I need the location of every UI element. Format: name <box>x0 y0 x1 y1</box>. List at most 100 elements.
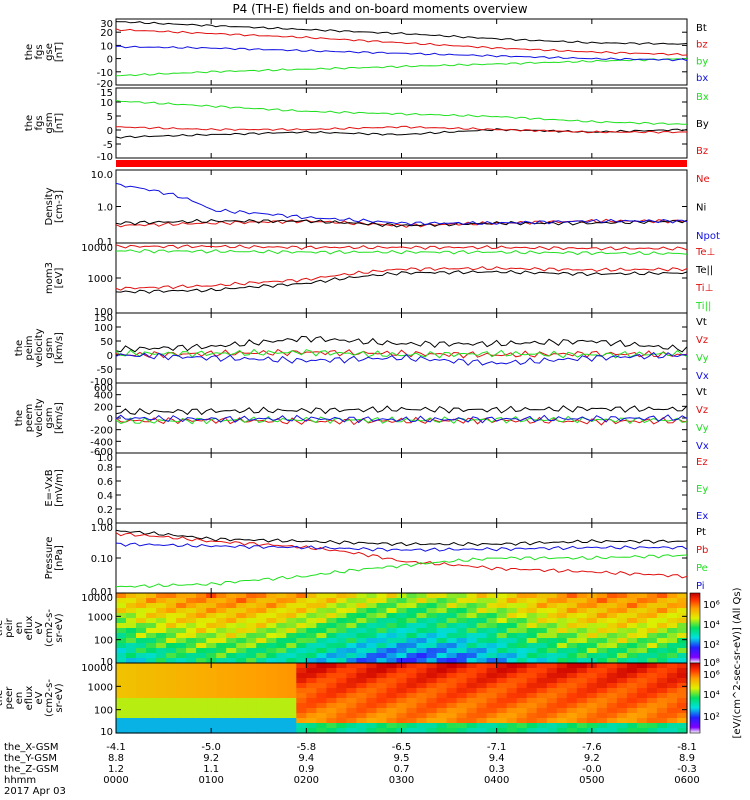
heatmap-cell <box>306 633 317 639</box>
heatmap-cell <box>616 693 628 699</box>
y-axis-label-line: the <box>0 620 5 636</box>
heatmap-cell <box>566 643 578 649</box>
heatmap-cell <box>386 613 398 619</box>
heatmap-cell <box>506 708 518 714</box>
heatmap-cell <box>376 688 388 694</box>
heatmap-cell <box>196 663 207 669</box>
heatmap-cell <box>386 593 398 599</box>
series-line-Te⊥ <box>115 266 688 291</box>
heatmap-cell <box>246 718 257 724</box>
heatmap-cell <box>646 653 658 659</box>
heatmap-cell <box>416 683 428 689</box>
heatmap-cell <box>206 673 217 679</box>
heatmap-cell <box>276 623 287 629</box>
heatmap-cell <box>216 638 227 644</box>
heatmap-cell <box>466 703 478 709</box>
heatmap-cell <box>596 628 608 634</box>
heatmap-cell <box>677 623 688 629</box>
heatmap-cell <box>446 718 458 724</box>
heatmap-cell <box>396 643 408 649</box>
heatmap-cell <box>146 618 157 624</box>
heatmap-cell <box>546 708 558 714</box>
heatmap-cell <box>226 653 237 659</box>
heatmap-cell <box>326 603 337 609</box>
heatmap-cell <box>336 678 347 684</box>
heatmap-cell <box>156 703 167 709</box>
heatmap-cell <box>266 693 277 699</box>
heatmap-cell <box>667 693 678 699</box>
heatmap-cell <box>476 683 488 689</box>
y-axis-label-line: en <box>14 622 25 635</box>
heatmap-cell <box>636 633 648 639</box>
heatmap-cell <box>216 633 227 639</box>
heatmap-cell <box>256 703 267 709</box>
heatmap-cell <box>256 718 267 724</box>
heatmap-cell <box>456 633 468 639</box>
heatmap-cell <box>316 708 327 714</box>
heatmap-cell <box>196 713 207 719</box>
heatmap-cell <box>586 688 598 694</box>
panel-9: 10000100010010thepeirenefluxeV(cm2-s-sr-… <box>0 592 688 668</box>
heatmap-cell <box>386 723 398 729</box>
heatmap-cell <box>536 688 548 694</box>
y-tick-label: 15 <box>100 88 113 99</box>
heatmap-cell <box>416 693 428 699</box>
heatmap-cell <box>576 593 588 599</box>
heatmap-cell <box>456 608 468 614</box>
heatmap-cell <box>556 618 568 624</box>
heatmap-cell <box>116 703 127 709</box>
heatmap-cell <box>476 718 488 724</box>
heatmap-cell <box>276 648 287 654</box>
heatmap-cell <box>606 603 618 609</box>
heatmap-cell <box>176 643 187 649</box>
legend-entry: Ne <box>696 174 710 185</box>
heatmap-cell <box>166 658 177 664</box>
heatmap-cell <box>306 598 317 604</box>
heatmap-cell <box>516 623 528 629</box>
heatmap-cell <box>326 648 337 654</box>
ephemeris-value: -7.6 <box>582 742 602 753</box>
heatmap-cell <box>466 643 478 649</box>
heatmap-cell <box>486 718 498 724</box>
heatmap-cell <box>276 723 287 729</box>
heatmap-cell <box>236 633 247 639</box>
heatmap-cell <box>626 698 638 704</box>
heatmap-cell <box>376 628 388 634</box>
heatmap-cell <box>126 658 137 664</box>
heatmap-cell <box>116 633 127 639</box>
heatmap-cell <box>336 718 347 724</box>
heatmap-cell <box>616 598 628 604</box>
heatmap-cell <box>226 728 237 734</box>
heatmap-cell <box>346 703 357 709</box>
heatmap-cell <box>416 663 428 669</box>
heatmap-cell <box>386 713 398 719</box>
heatmap-cell <box>126 718 137 724</box>
heatmap-cell <box>186 618 197 624</box>
heatmap-cell <box>286 658 297 664</box>
heatmap-cell <box>456 678 468 684</box>
heatmap-cell <box>366 683 377 689</box>
heatmap-cell <box>626 608 638 614</box>
heatmap-cell <box>667 703 678 709</box>
ephemeris-row-label: hhmm <box>4 775 36 786</box>
heatmap-cell <box>626 653 638 659</box>
heatmap-cell <box>596 673 608 679</box>
heatmap-cell <box>156 608 167 614</box>
heatmap-cell <box>677 698 688 704</box>
heatmap-cell <box>206 698 217 704</box>
heatmap-cell <box>166 718 177 724</box>
heatmap-cell <box>336 653 347 659</box>
heatmap-cell <box>136 658 147 664</box>
heatmap-cell <box>266 613 277 619</box>
heatmap-cell <box>336 598 347 604</box>
heatmap-cell <box>677 703 688 709</box>
heatmap-cell <box>296 718 307 724</box>
heatmap-cell <box>186 673 197 679</box>
heatmap-cell <box>436 643 448 649</box>
heatmap-cell <box>376 663 388 669</box>
heatmap-cell <box>596 728 608 734</box>
heatmap-cell <box>636 668 648 674</box>
heatmap-cell <box>456 693 468 699</box>
heatmap-cell <box>136 628 147 634</box>
heatmap-cell <box>626 713 638 719</box>
